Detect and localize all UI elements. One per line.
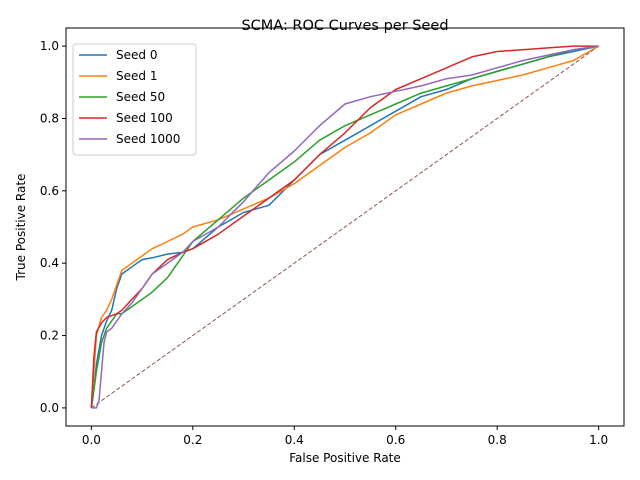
legend-box: [72, 43, 197, 156]
y-tick-label: 1.0: [40, 39, 59, 53]
y-tick-label: 0.2: [40, 329, 59, 343]
y-tick-label: 0.6: [40, 184, 59, 198]
series-line-seed-100: [90, 45, 599, 408]
x-tick-label: 0.0: [82, 433, 101, 447]
legend-entry-label: Seed 1000: [116, 132, 180, 146]
legend-entry-label: Seed 100: [116, 111, 173, 125]
series-line-seed-50: [90, 45, 599, 409]
reference-diagonal-line: [91, 45, 599, 409]
legend: Seed 0 Seed 1 Seed 50 Seed 100 Seed 1000: [72, 43, 197, 156]
x-tick-label: 0.6: [386, 433, 405, 447]
x-axis-label: False Positive Rate: [289, 451, 401, 465]
legend-entry-label: Seed 50: [116, 90, 165, 104]
legend-entry-label: Seed 0: [116, 48, 157, 62]
chart-title: SCMA: ROC Curves per Seed: [241, 18, 448, 34]
legend-entry-label: Seed 1: [116, 69, 157, 83]
plot-area: [90, 45, 599, 409]
y-axis: 0.0 0.2 0.4 0.6 0.8 1.0: [40, 39, 66, 415]
y-tick-label: 0.8: [40, 111, 59, 125]
x-tick-label: 0.2: [183, 433, 202, 447]
y-tick-label: 0.4: [40, 256, 59, 270]
x-tick-label: 0.4: [285, 433, 304, 447]
x-tick-label: 0.8: [488, 433, 507, 447]
y-tick-label: 0.0: [40, 401, 59, 415]
x-axis: 0.0 0.2 0.4 0.6 0.8 1.0: [82, 426, 608, 447]
y-axis-label: True Positive Rate: [14, 174, 28, 282]
series-line-seed-1000: [91, 45, 599, 409]
x-tick-label: 1.0: [589, 433, 608, 447]
plot-frame: [65, 27, 625, 427]
